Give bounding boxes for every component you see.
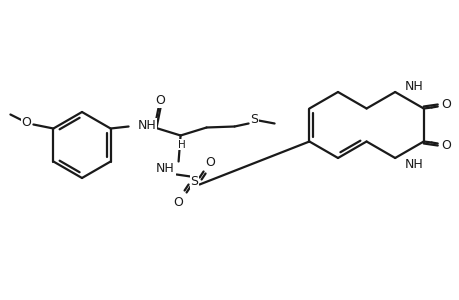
Text: O: O bbox=[22, 116, 31, 129]
Text: H: H bbox=[177, 140, 185, 149]
Text: O: O bbox=[173, 196, 183, 209]
Text: S: S bbox=[250, 113, 258, 126]
Text: NH: NH bbox=[404, 158, 423, 170]
Text: O: O bbox=[205, 156, 215, 169]
Text: S: S bbox=[190, 175, 198, 188]
Text: O: O bbox=[440, 139, 450, 152]
Text: NH: NH bbox=[156, 162, 174, 175]
Text: O: O bbox=[155, 94, 165, 107]
Text: NH: NH bbox=[404, 80, 423, 92]
Text: NH: NH bbox=[137, 119, 156, 132]
Text: O: O bbox=[440, 98, 450, 111]
